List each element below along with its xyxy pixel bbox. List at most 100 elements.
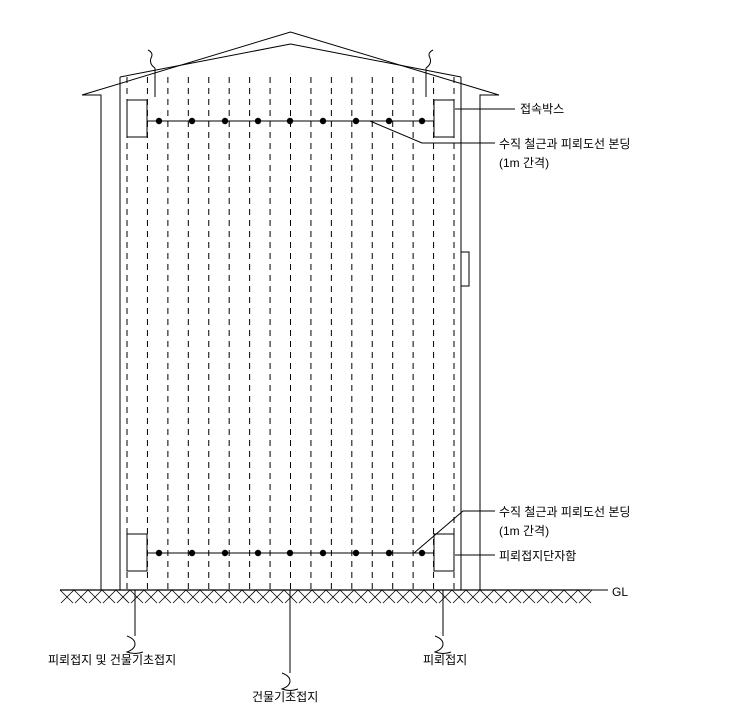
ground-hatch [480,590,493,603]
bond-point [287,550,293,556]
bond-point [386,550,392,556]
bond-point [189,550,195,556]
ground-hatch [313,590,326,603]
ground-hatch [257,590,270,603]
ground-hatch [88,590,101,603]
ground-hatch [60,590,73,603]
bond-point [287,118,293,124]
ground-hatch [271,590,284,603]
ground-hatch [158,590,171,603]
ground-hatch [494,590,507,603]
ground-hatch [536,590,549,603]
ground-hatch [508,590,521,603]
ground-hatch [172,590,185,603]
ground-hatch [579,590,592,603]
ground-hatch [565,590,578,603]
down-lead-curl [127,636,143,654]
ground-hatch [551,590,564,603]
bond-point [222,118,228,124]
ground-hatch [256,590,269,603]
label-lead-center: 건물기초접지 [252,690,318,704]
ground-hatch [509,590,522,603]
ground-hatch [341,590,354,603]
ground-hatch [396,590,409,603]
ground-hatch [523,590,536,603]
ground-hatch [145,590,158,603]
label-gl: GL [612,585,628,599]
ground-hatch [425,590,438,603]
label-top-bonding-1: 수직 철근과 피뢰도선 본딩 [499,137,630,151]
ground-hatch [214,590,227,603]
junction-box [434,100,454,137]
ground-hatch [116,590,129,603]
ground-hatch [285,590,298,603]
ground-hatch [368,590,381,603]
ground-hatch [130,590,143,603]
junction-box [434,534,454,571]
ground-hatch [354,590,367,603]
ground-hatch [340,590,353,603]
ground-hatch [215,590,228,603]
label-junction-box: 접속박스 [520,102,564,116]
ground-hatch [481,590,494,603]
ground-hatch [578,590,591,603]
ground-hatch [186,590,199,603]
bond-point [353,118,359,124]
bond-point [419,550,425,556]
ground-hatch [173,590,186,603]
ground-hatch [355,590,368,603]
down-lead-curl [282,673,298,691]
ground-hatch [453,590,466,603]
label-lead-right: 피뢰접지 [423,653,467,667]
ground-hatch [89,590,102,603]
bond-point [386,118,392,124]
label-bot-bonding-1: 수직 철근과 피뢰도선 본딩 [499,505,630,519]
bond-point [222,550,228,556]
ground-hatch [102,590,115,603]
bond-point [320,550,326,556]
ground-hatch [397,590,410,603]
label-bot-bonding-2: (1m 간격) [499,524,549,538]
ground-hatch [466,590,479,603]
ground-hatch [201,590,214,603]
ground-hatch [270,590,283,603]
label-lead-left: 피뢰접지 및 건물기초접지 [48,653,176,667]
ground-hatch [326,590,339,603]
ground-hatch [550,590,563,603]
ground-hatch [452,590,465,603]
ground-hatch [564,590,577,603]
ground-hatch [61,590,74,603]
ground-hatch [312,590,325,603]
bond-point [156,550,162,556]
label-terminal-box: 피뢰접지단자함 [499,549,576,563]
ground-hatch [74,590,87,603]
bond-point [353,550,359,556]
junction-box [127,534,147,571]
ground-hatch [117,590,130,603]
ground-hatch [103,590,116,603]
ground-hatch [159,590,172,603]
ground-hatch [75,590,88,603]
ground-hatch [200,590,213,603]
bond-point [189,118,195,124]
ground-hatch [187,590,200,603]
ground-hatch [537,590,550,603]
ground-hatch [242,590,255,603]
ground-hatch [229,590,242,603]
bond-point [320,118,326,124]
leader-line [370,121,495,143]
air-terminal-tip [148,50,155,68]
ground-hatch [298,590,311,603]
air-terminal-tip [426,50,433,68]
bond-point [255,550,261,556]
ground-hatch [424,590,437,603]
side-box [461,252,469,286]
bond-point [419,118,425,124]
ground-hatch [522,590,535,603]
bond-point [255,118,261,124]
ground-hatch [410,590,423,603]
ground-hatch [327,590,340,603]
ground-hatch [228,590,241,603]
ground-hatch [382,590,395,603]
down-lead-curl [435,636,451,654]
